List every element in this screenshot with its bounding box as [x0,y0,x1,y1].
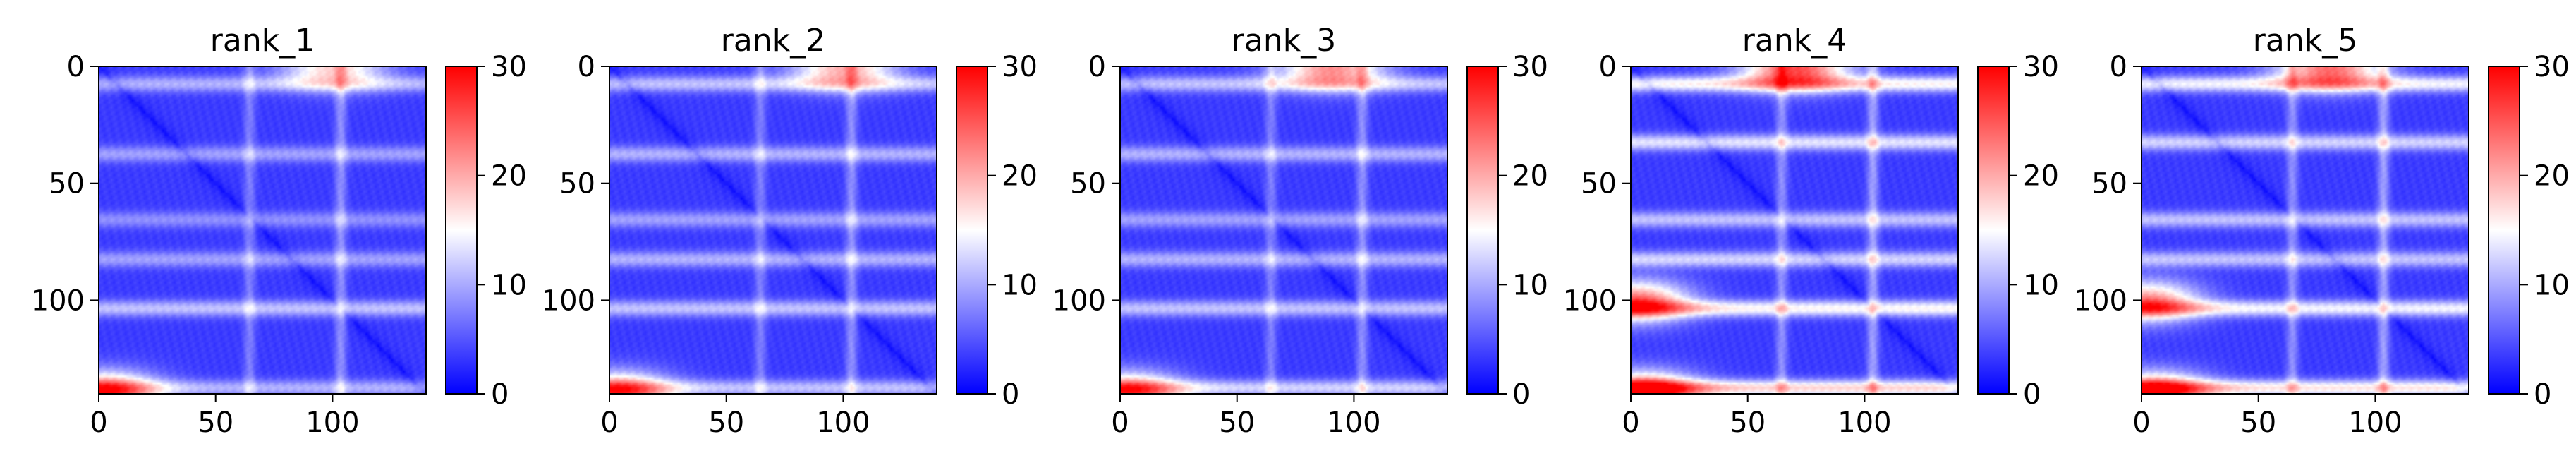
x-tick-label: 50 [1219,407,1255,439]
y-tick-label: 100 [31,284,85,317]
x-tick-label: 50 [2240,407,2276,439]
heatmap-image [2141,66,2469,394]
panel-title: rank_4 [1742,23,1847,59]
y-tick-label: 100 [2074,284,2127,317]
heatmap-panel-1: rank_1 0 50 100 0 50 100 0 10 20 30 [31,23,527,439]
heatmap-panel-3: rank_3 0 50 100 0 50 100 0 10 20 30 [1052,23,1548,439]
y-tick-label: 50 [559,168,595,200]
x-tick-label: 100 [2348,407,2402,439]
colorbar-tick-label: 30 [2534,51,2570,83]
colorbar-tick-label: 30 [1512,51,1548,83]
x-tick-label: 50 [1730,407,1766,439]
x-tick-label: 0 [1622,407,1639,439]
x-tick-label: 100 [1837,407,1891,439]
x-tick-label: 0 [2132,407,2150,439]
colorbar-tick-label: 20 [1512,160,1548,193]
heatmap-frame [1630,66,1959,395]
x-tick-label: 0 [90,407,107,439]
y-tick-label: 0 [1088,51,1106,83]
colorbar-tick-label: 0 [2023,378,2041,411]
x-tick-label: 0 [1111,407,1129,439]
y-tick-label: 50 [49,168,85,200]
colorbar-tick-label: 20 [2534,160,2570,193]
heatmap-frame [2141,66,2469,395]
colorbar-tick-label: 0 [1512,378,1530,411]
heatmap-image [1631,66,1958,394]
y-tick-label: 0 [578,51,595,83]
colorbar-tick-label: 20 [1002,160,1038,193]
y-tick-label: 100 [1052,284,1106,317]
heatmap-panel-2: rank_2 0 50 100 0 50 100 0 10 20 30 [542,23,1038,439]
x-tick-label: 100 [1327,407,1380,439]
colorbar-tick-label: 10 [1002,269,1038,301]
heatmap-panel-5: rank_5 0 50 100 0 50 100 0 10 20 30 [2074,23,2570,439]
x-tick-label: 100 [305,407,359,439]
heatmap-image [1120,66,1447,394]
heatmap-image [609,66,937,394]
colorbar [445,66,478,395]
panel-title: rank_3 [1232,23,1336,59]
heatmap-panel-4: rank_4 0 50 100 0 50 100 0 10 20 30 [1563,23,2059,439]
y-tick-label: 50 [1070,168,1106,200]
panel-title: rank_5 [2253,23,2357,59]
x-tick-label: 50 [708,407,744,439]
y-tick-label: 50 [1581,168,1617,200]
colorbar-tick-label: 30 [491,51,527,83]
panel-title: rank_1 [210,23,315,59]
colorbar-tick-label: 10 [491,269,527,301]
colorbar-tick-label: 0 [1002,378,1019,411]
colorbar-tick-label: 0 [2534,378,2551,411]
heatmap-image [99,66,426,394]
colorbar [956,66,988,395]
colorbar-tick-label: 30 [1002,51,1038,83]
colorbar-tick-label: 20 [2023,160,2059,193]
heatmap-frame [609,66,937,395]
colorbar-tick-label: 0 [491,378,509,411]
colorbar [1977,66,2010,395]
y-tick-label: 0 [2110,51,2127,83]
colorbar [2488,66,2520,395]
panel-title: rank_2 [721,23,825,59]
colorbar-tick-label: 10 [2023,269,2059,301]
colorbar [1466,66,1499,395]
colorbar-tick-label: 10 [1512,269,1548,301]
y-tick-label: 0 [67,51,85,83]
colorbar-tick-label: 20 [491,160,527,193]
y-tick-label: 100 [1563,284,1617,317]
x-tick-label: 50 [198,407,233,439]
heatmap-frame [98,66,427,395]
x-tick-label: 100 [816,407,870,439]
y-tick-label: 0 [1599,51,1617,83]
y-tick-label: 50 [2091,168,2127,200]
heatmap-frame [1119,66,1448,395]
colorbar-tick-label: 10 [2534,269,2570,301]
colorbar-tick-label: 30 [2023,51,2059,83]
x-tick-label: 0 [600,407,618,439]
y-tick-label: 100 [542,284,595,317]
